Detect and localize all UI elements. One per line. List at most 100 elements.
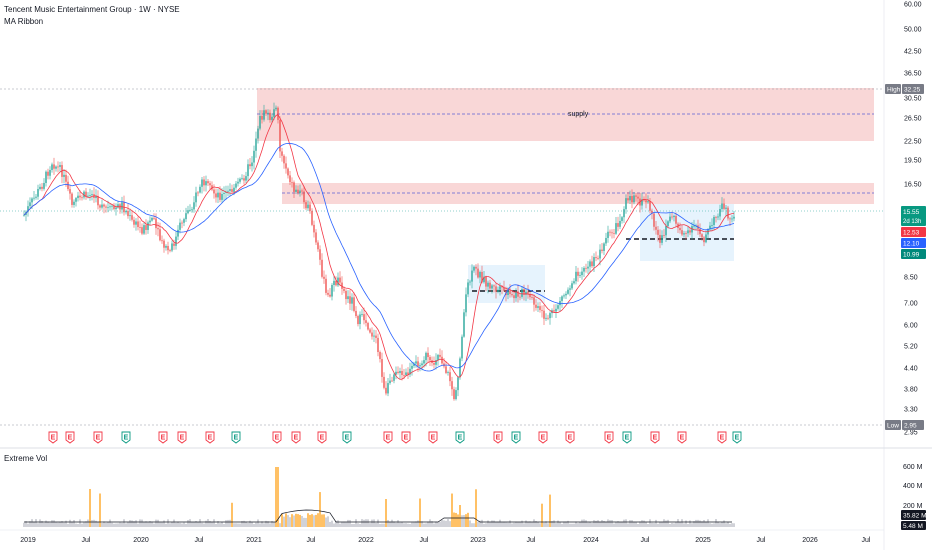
volume-bar [213,519,215,527]
low-tag: Low 2.95 [885,420,924,430]
candle [533,294,535,312]
volume-bar [219,523,221,527]
earnings-badge[interactable]: E [565,431,575,444]
candle [177,225,179,241]
candle [409,362,411,378]
candle [723,198,725,211]
volume-bar [385,499,387,527]
earnings-badge[interactable]: E [428,431,438,444]
volume-bar [571,523,573,527]
candle [361,309,363,317]
volume-bar [327,516,329,527]
volume-bar [725,523,727,527]
indicator-volume-label[interactable]: Extreme Vol [4,454,48,463]
volume-bar [61,521,63,527]
volume-bar [453,512,455,527]
candle [287,167,289,179]
volume-bar [151,521,153,527]
earnings-badge[interactable]: E [231,431,241,444]
volume-bar [177,521,179,527]
earnings-badge[interactable]: E [158,431,168,444]
symbol-title[interactable]: Tencent Music Entertainment Group · 1W ·… [4,5,180,14]
time-axis-label: 2023 [470,537,486,544]
earnings-badge[interactable]: E [511,431,521,444]
earnings-badge[interactable]: E [65,431,75,444]
earnings-badge[interactable]: E [342,431,352,444]
candle [715,215,717,223]
volume-bar [153,523,155,527]
candle [493,284,495,293]
volume-bar [399,522,401,527]
earnings-badge[interactable]: E [177,431,187,444]
candle [429,354,431,367]
earnings-badge[interactable]: E [383,431,393,444]
earnings-badge[interactable]: E [455,431,465,444]
candle [179,218,181,234]
candle [41,183,43,192]
volume-bar [625,519,627,527]
volume-bar [379,523,381,527]
earnings-badge[interactable]: E [272,431,282,444]
price-tick-label: 36.50 [904,71,922,78]
candle [313,220,315,238]
volume-bar [359,523,361,527]
volume-bar [243,520,245,527]
volume-bar [303,517,305,527]
candlestick-series [23,102,735,401]
volume-bar [351,523,353,527]
price-tick-label: 19.50 [904,158,922,165]
price-axis[interactable]: 60.00 50.00 42.50 36.50 30.50 26.50 22.50 19.50… [904,2,922,437]
earnings-badge[interactable]: E [650,431,660,444]
volume-bar [617,521,619,527]
earnings-badge[interactable]: E [121,431,131,444]
volume-bar [345,522,347,527]
volume-bar [103,521,105,527]
candle [719,204,721,221]
earnings-badge[interactable]: E [622,431,632,444]
candle [107,200,109,213]
candle [301,188,303,196]
candle [589,259,591,273]
volume-bar [665,520,667,527]
earnings-badge[interactable]: E [717,431,727,444]
earnings-badge[interactable]: E [538,431,548,444]
candle [689,228,691,236]
indicator-ma-ribbon-label[interactable]: MA Ribbon [4,17,44,26]
volume-bar [57,522,59,527]
earnings-badge[interactable]: E [401,431,411,444]
volume-bar [597,520,599,527]
price-tick-label: 5.20 [904,344,918,351]
candle [649,197,651,214]
candle [339,271,341,287]
earnings-badge[interactable]: E [291,431,301,444]
candle [153,213,155,221]
candle [683,230,685,238]
candle [657,226,659,242]
volume-bar [33,521,35,527]
volume-bar [171,521,173,527]
volume-bar [313,515,315,527]
volume-bar [673,523,675,527]
svg-text:10.99: 10.99 [903,252,920,259]
volume-bar [59,521,61,527]
last-price-value: 15.55 [903,209,920,216]
earnings-badge[interactable]: E [604,431,614,444]
svg-text:E: E [96,435,101,442]
candle [331,283,333,301]
volume-bar [325,517,327,527]
volume-axis[interactable]: 600 M 400 M 200 M 35.82 M 5.48 M [901,464,927,530]
earnings-badge[interactable]: E [677,431,687,444]
volume-bar [289,517,291,527]
candle [315,229,317,246]
time-axis[interactable]: 2019 Jul 2020 Jul 2021 Jul 2022 Jul 2023 Jul 2024 J… [20,537,871,544]
candle [231,184,233,194]
earnings-badge[interactable]: E [48,431,58,444]
earnings-badge[interactable]: E [732,431,742,444]
candle [679,222,681,234]
earnings-badge[interactable]: E [317,431,327,444]
earnings-badge[interactable]: E [493,431,503,444]
volume-bar [129,520,131,527]
earnings-badge[interactable]: E [93,431,103,444]
earnings-badge[interactable]: E [205,431,215,444]
